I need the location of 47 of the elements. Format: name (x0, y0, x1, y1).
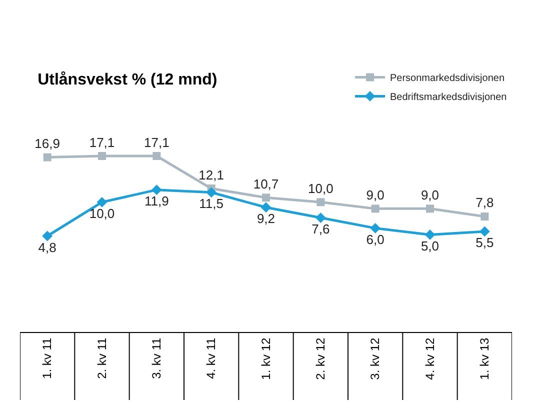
data-label: 12,1 (198, 167, 224, 182)
data-label: 5,0 (420, 238, 440, 254)
data-label: 7,6 (312, 222, 330, 237)
x-tick-label: 3. kv 12 (368, 337, 382, 380)
data-label: 10,0 (308, 180, 334, 196)
point (96, 196, 108, 208)
data-label: 17,1 (89, 134, 115, 150)
legend-label: Bedriftsmarkedsdivisjonen (390, 92, 507, 104)
point (370, 223, 381, 234)
point (424, 230, 436, 240)
point (426, 204, 434, 213)
data-label: 11,9 (144, 194, 169, 209)
point (316, 198, 325, 206)
x-tick-label: 3. kv 11 (150, 337, 164, 379)
x-tick-label: 1. kv 12 (258, 337, 273, 380)
point (98, 152, 106, 160)
point (480, 212, 489, 220)
point (315, 212, 326, 223)
chart-title: Utlånsvekst % (12 mnd) (38, 70, 218, 88)
point (206, 187, 217, 198)
point (260, 202, 272, 213)
data-label: 9,2 (256, 211, 276, 226)
data-label: 7,8 (476, 195, 494, 210)
data-label: 5,5 (476, 235, 494, 250)
x-tick-label: 2. kv 11 (94, 337, 109, 379)
x-tick-label: 1. kv 13 (478, 337, 492, 380)
point (42, 230, 53, 242)
point (262, 194, 270, 202)
point (479, 226, 490, 237)
data-label: 11,5 (199, 196, 224, 212)
point (371, 204, 380, 213)
data-label: 9,0 (420, 187, 440, 202)
legend-label: Personmarkedsdivisjonen (390, 73, 505, 84)
point (43, 153, 52, 162)
data-label: 10,7 (253, 176, 279, 192)
data-label: 9,0 (366, 187, 384, 202)
point (151, 184, 162, 196)
point (152, 152, 161, 160)
x-tick-label: 4. kv 12 (422, 337, 437, 380)
data-label: 10,0 (89, 206, 115, 221)
data-label: 16,9 (34, 136, 60, 152)
data-label: 4,8 (38, 240, 56, 255)
x-tick-label: 2. kv 12 (314, 337, 328, 380)
data-label: 17,1 (144, 134, 170, 150)
x-tick-label: 1. kv 11 (40, 337, 54, 379)
x-tick-label: 4. kv 11 (204, 337, 218, 379)
data-label: 6,0 (366, 232, 384, 247)
